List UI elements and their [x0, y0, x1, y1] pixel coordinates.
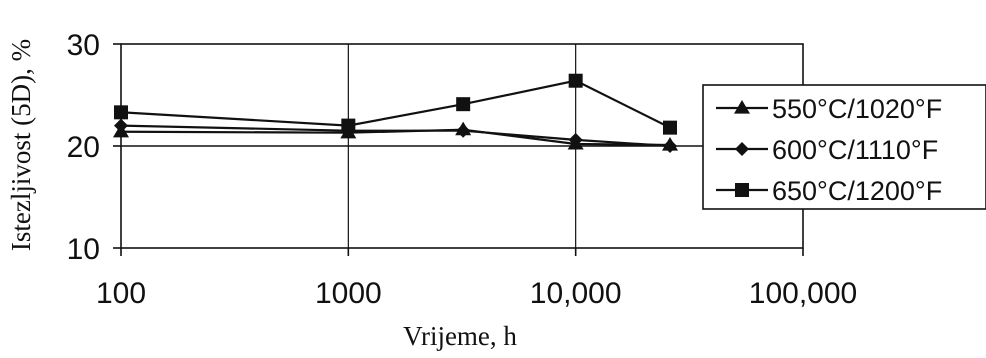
- legend-swatch-marker: [734, 100, 750, 114]
- series-group: [113, 73, 679, 153]
- y-tick-label: 10: [67, 233, 100, 266]
- series-650c-point: [341, 118, 356, 133]
- series-650c-point: [114, 105, 128, 120]
- legend: 550°C/1020°F 600°C/1110°F 650°C/1200°F: [702, 84, 986, 210]
- series-650c-point: [456, 97, 471, 112]
- y-tick-label: 30: [67, 29, 100, 62]
- legend-label: 600°C/1110°F: [772, 135, 938, 165]
- legend-label: 550°C/1020°F: [772, 94, 942, 124]
- series-650c-point: [568, 73, 583, 88]
- series-600c-point: [114, 118, 128, 133]
- legend-swatch-marker: [735, 142, 749, 156]
- series-600c-point: [456, 123, 471, 138]
- series-650c-point: [663, 120, 678, 135]
- x-tick-label: 100,000: [749, 277, 857, 310]
- axes: [113, 43, 804, 256]
- series-600c-point: [663, 139, 678, 153]
- grid: [121, 44, 803, 248]
- legend-box: [702, 84, 986, 210]
- series-600c-line: [120, 124, 671, 148]
- series-650c-line: [120, 79, 671, 129]
- tick-labels: 100 1000 10,000 100,000 10 20 30: [67, 29, 858, 310]
- series-550c-line: [120, 128, 671, 147]
- legend-swatch-marker: [735, 183, 749, 197]
- x-tick-label: 10,000: [530, 277, 622, 310]
- x-tick-label: 1000: [315, 277, 382, 310]
- y-tick-label: 20: [67, 131, 100, 164]
- series-600c-point: [568, 132, 583, 147]
- y-axis-title: Istezljivost (5D), %: [6, 39, 36, 251]
- legend-label: 650°C/1200°F: [772, 176, 942, 206]
- x-tick-label: 100: [96, 277, 146, 310]
- x-axis-title: Vrijeme, h: [403, 321, 517, 351]
